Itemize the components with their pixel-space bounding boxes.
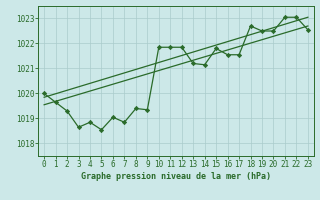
X-axis label: Graphe pression niveau de la mer (hPa): Graphe pression niveau de la mer (hPa) (81, 172, 271, 181)
